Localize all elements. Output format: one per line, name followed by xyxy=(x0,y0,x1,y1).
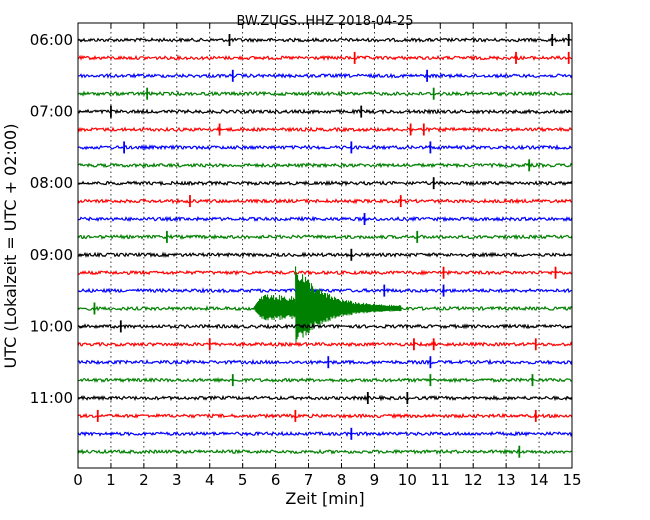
trace-1130 xyxy=(77,427,573,440)
x-tick-label: 5 xyxy=(238,471,248,489)
x-tick-label: 11 xyxy=(431,471,450,489)
trace-line xyxy=(77,341,573,348)
trace-0915 xyxy=(77,266,573,279)
x-tick-label: 7 xyxy=(304,471,314,489)
y-tick-label: 06:00 xyxy=(30,31,73,49)
trace-0730 xyxy=(77,141,573,154)
y-axis: 06:00 07:00 08:00 09:00 10:00 11:00 xyxy=(30,31,572,407)
y-tick-label: 10:00 xyxy=(30,317,73,335)
trace-line xyxy=(77,377,573,384)
trace-line xyxy=(77,323,573,330)
trace-0930 xyxy=(77,284,573,297)
trace-line xyxy=(77,233,573,241)
plot-frame xyxy=(77,22,573,469)
trace-line xyxy=(77,412,573,420)
event-waveform xyxy=(252,266,402,345)
x-tick-label: 10 xyxy=(398,471,417,489)
trace-1030 xyxy=(77,356,573,369)
y-axis-label: UTC (Lokalzeit = UTC + 02:00) xyxy=(1,124,20,369)
x-tick-label: 8 xyxy=(337,471,347,489)
trace-1000 xyxy=(77,320,573,333)
x-tick-label: 2 xyxy=(139,471,149,489)
x-axis-label: Zeit [min] xyxy=(285,489,364,508)
trace-0900 xyxy=(77,248,573,261)
trace-line xyxy=(77,394,573,402)
x-tick-label: 0 xyxy=(73,471,83,489)
y-tick-label: 11:00 xyxy=(30,389,73,407)
trace-1100 xyxy=(77,392,573,404)
x-tick-label: 15 xyxy=(562,471,581,489)
trace-line xyxy=(77,269,573,277)
trace-line xyxy=(77,108,573,116)
x-tick-label: 1 xyxy=(106,471,116,489)
trace-0600 xyxy=(77,34,573,46)
trace-line xyxy=(77,251,573,259)
x-tick-label: 12 xyxy=(464,471,483,489)
trace-group xyxy=(77,34,573,458)
trace-0645 xyxy=(77,87,573,100)
trace-line xyxy=(77,287,573,294)
trace-1015 xyxy=(77,338,573,351)
x-tick-label: 9 xyxy=(370,471,380,489)
x-tick-label: 14 xyxy=(530,471,549,489)
trace-line xyxy=(77,144,573,151)
y-tick-label: 09:00 xyxy=(30,246,73,264)
trace-1115 xyxy=(77,409,573,422)
trace-line xyxy=(77,126,573,133)
trace-line xyxy=(77,72,573,80)
trace-0945 xyxy=(77,266,573,345)
trace-line xyxy=(77,430,573,438)
y-tick-label: 08:00 xyxy=(30,174,73,192)
trace-line xyxy=(77,358,573,366)
trace-line xyxy=(77,90,573,97)
x-tick-label: 3 xyxy=(172,471,182,489)
trace-1045 xyxy=(77,374,573,387)
trace-line xyxy=(77,180,573,187)
trace-line xyxy=(77,162,573,169)
trace-line xyxy=(77,37,573,44)
trace-line xyxy=(77,54,573,62)
trace-line xyxy=(77,448,573,456)
trace-line xyxy=(77,197,573,205)
x-axis: 0 1 2 3 4 5 6 7 8 9 10 11 12 13 14 15 xyxy=(73,23,582,489)
trace-0630 xyxy=(77,69,573,82)
trace-0830 xyxy=(77,213,573,225)
trace-line xyxy=(77,215,573,223)
chart-title: BW.ZUGS..HHZ 2018-04-25 xyxy=(236,14,413,29)
trace-0745 xyxy=(77,159,573,172)
x-tick-label: 4 xyxy=(205,471,215,489)
trace-1145 xyxy=(77,445,573,458)
trace-0700 xyxy=(77,105,573,118)
grid-lines xyxy=(110,23,540,468)
y-tick-label: 07:00 xyxy=(30,103,73,121)
x-tick-label: 6 xyxy=(271,471,281,489)
trace-0800 xyxy=(77,177,573,190)
trace-0715 xyxy=(77,123,573,136)
trace-0845 xyxy=(77,230,573,243)
trace-0615 xyxy=(77,51,573,64)
x-tick-label: 13 xyxy=(497,471,516,489)
trace-0815 xyxy=(77,195,573,208)
